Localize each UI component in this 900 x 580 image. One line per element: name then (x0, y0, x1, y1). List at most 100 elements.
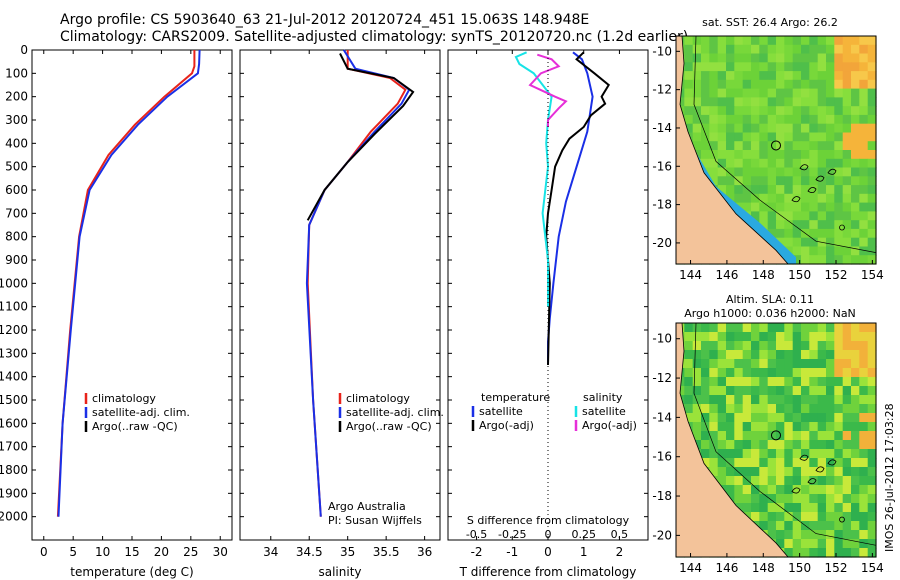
map-cell (842, 150, 852, 160)
map-cell (809, 71, 819, 81)
map-cell (801, 350, 810, 360)
map-cell (784, 167, 794, 177)
map-cell (784, 237, 794, 248)
y-tick-label: 0 (20, 43, 28, 57)
map-cell (726, 106, 735, 116)
map-cell (851, 141, 860, 151)
map-cell (742, 359, 752, 369)
map-cell (817, 202, 827, 212)
map-cell (792, 404, 802, 414)
map-cell (751, 158, 760, 169)
map-cell (767, 176, 777, 186)
map-cell (792, 220, 802, 230)
map-cell (867, 404, 877, 414)
map-cell (826, 512, 835, 522)
map-cell (784, 404, 794, 414)
x-tick-label: 25 (183, 545, 198, 559)
map-cell (784, 332, 794, 342)
map-cell (834, 449, 844, 459)
map-cell (759, 485, 769, 495)
map-cell (717, 44, 727, 55)
map-cell (842, 449, 852, 459)
map-cell (751, 368, 760, 378)
map-cell (776, 106, 785, 116)
map-cell (817, 132, 827, 142)
map-cell (759, 123, 769, 134)
map-cell (792, 467, 802, 477)
map-cell (834, 494, 844, 504)
map-cell (726, 485, 735, 495)
map-cell (759, 167, 769, 177)
map-cell (759, 413, 769, 423)
map-cell (767, 97, 777, 107)
map-cell (776, 341, 785, 351)
map-cell (742, 395, 752, 405)
map-cell (809, 458, 819, 468)
map-cell (826, 413, 835, 423)
map-cell (859, 548, 869, 558)
map-cell (834, 467, 844, 477)
x-tick-label: 36 (417, 545, 432, 559)
map-cell (834, 237, 844, 248)
map-cell (767, 350, 777, 360)
map-cell (842, 53, 852, 63)
map-cell (734, 422, 744, 432)
map-cell (867, 167, 877, 177)
map-cell (826, 185, 835, 195)
map-cell (726, 114, 735, 125)
x-tick-label: -2 (471, 545, 483, 559)
map-cell (759, 202, 769, 212)
map-cell (759, 395, 769, 405)
map-cell (851, 449, 860, 459)
map-cell (809, 449, 819, 459)
map-cell (726, 413, 735, 423)
map-cell (842, 97, 852, 107)
map-cell (809, 97, 819, 107)
map-cell (784, 548, 794, 558)
map-cell (717, 422, 727, 432)
map-cell (726, 386, 735, 396)
map-cell (842, 503, 852, 513)
map-cell (759, 176, 769, 186)
map-cell (859, 404, 869, 414)
map-cell (742, 503, 752, 513)
map-cell (834, 404, 844, 414)
map-cell (709, 449, 719, 459)
map-cell (692, 114, 702, 125)
map-x-tick-label: 146 (715, 268, 738, 282)
map-cell (734, 413, 744, 423)
map-cell (801, 332, 810, 342)
map-cell (717, 114, 727, 125)
map-cell (776, 368, 785, 378)
map-cell (867, 62, 877, 72)
map-cell (759, 404, 769, 414)
map-cell (692, 132, 702, 142)
map-cell (851, 503, 860, 513)
map-cell (751, 53, 760, 63)
map-cell (801, 359, 810, 369)
map-cell (834, 193, 844, 204)
y-tick-label: 900 (5, 253, 28, 267)
map-cell (801, 404, 810, 414)
map-cell (784, 88, 794, 98)
map-cell (792, 246, 802, 256)
map-cell (851, 88, 860, 98)
map-y-tick-label: -20 (652, 528, 672, 542)
map-cell (767, 359, 777, 369)
map-cell (742, 494, 752, 504)
map-cell (834, 211, 844, 221)
map-cell (842, 176, 852, 186)
map-cell (859, 395, 869, 405)
map-cell (826, 377, 835, 387)
map-cell (859, 359, 869, 369)
map-cell (709, 359, 719, 369)
map-cell (809, 158, 819, 169)
map-cell (767, 413, 777, 423)
map-cell (734, 359, 744, 369)
map-cell (734, 323, 744, 333)
map-cell (701, 422, 710, 432)
map-cell (692, 395, 702, 405)
map-cell (809, 368, 819, 378)
map-cell (842, 62, 852, 72)
map-cell (826, 476, 835, 486)
